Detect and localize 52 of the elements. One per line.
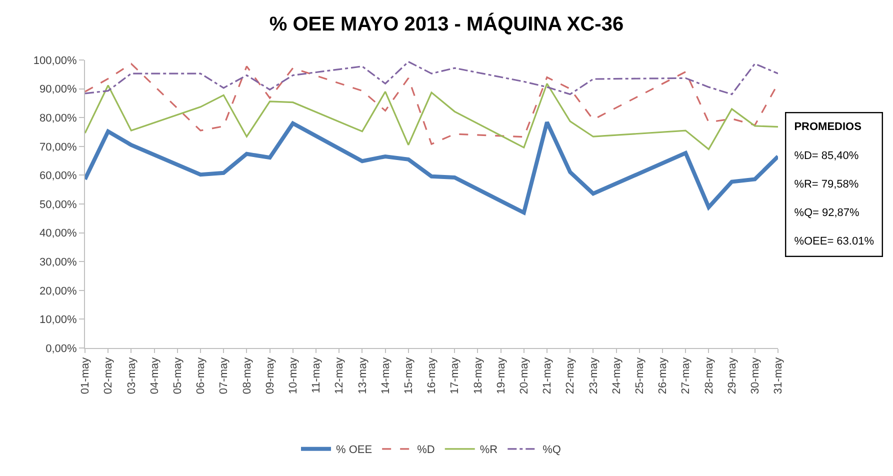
x-tick-label: 15-may <box>402 356 415 394</box>
x-tick-label: 26-may <box>657 356 670 394</box>
y-tick-label: 60,00% <box>39 170 78 182</box>
x-tick-label: 29-may <box>726 356 738 394</box>
x-tick-label: 10-may <box>287 356 300 394</box>
x-tick-label: 23-may <box>588 356 600 394</box>
text: PROMEDIOS <box>794 121 862 134</box>
y-tick-label: 50,00% <box>39 198 78 211</box>
x-tick-label: 25-may <box>634 356 646 394</box>
y-tick-label: 10,00% <box>39 314 78 326</box>
y-tick-label: 20,00% <box>39 285 78 298</box>
legend-label: %R <box>480 444 498 456</box>
x-tick-label: 13-may <box>356 356 369 394</box>
x-tick-label: 17-may <box>449 356 462 394</box>
x-tick-label: 07-may <box>218 356 230 394</box>
x-tick-label: 02-may <box>102 356 115 394</box>
x-tick-label: 28-may <box>703 356 716 394</box>
x-tick-label: 31-may <box>772 356 785 394</box>
x-tick-label: 04-may <box>148 356 161 394</box>
x-tick-label: 14-may <box>380 356 392 394</box>
y-tick-label: 30,00% <box>39 256 78 268</box>
x-tick-label: 01-may <box>80 356 92 394</box>
x-tick-label: 16-may <box>426 356 438 394</box>
x-tick-label: 30-may <box>749 356 762 394</box>
x-tick-label: 20-may <box>518 356 530 394</box>
legend-label: %D <box>417 444 435 456</box>
x-tick-label: 11-may <box>310 356 323 394</box>
x-tick-label: 24-may <box>610 356 623 394</box>
x-tick-label: 05-may <box>172 356 184 394</box>
y-tick-label: 0,00% <box>46 342 78 355</box>
y-tick-label: 70,00% <box>39 141 78 154</box>
text: %Q= 92,87% <box>794 207 860 219</box>
x-tick-label: 19-may <box>495 356 508 394</box>
x-tick-label: 09-may <box>264 356 276 394</box>
text: %D= 85,40% <box>794 150 859 162</box>
text: %R= 79,58% <box>794 178 859 190</box>
x-tick-label: 22-may <box>564 356 577 394</box>
x-tick-label: 18-may <box>472 356 484 394</box>
legend-label: % OEE <box>336 444 372 456</box>
x-tick-label: 06-may <box>195 356 208 394</box>
y-tick-label: 90,00% <box>39 84 78 96</box>
x-tick-label: 21-may <box>542 356 554 394</box>
text: %OEE= 63.01% <box>794 236 874 248</box>
y-tick-label: 40,00% <box>39 228 78 240</box>
chart-title: % OEE MAYO 2013 - MÁQUINA XC-36 <box>269 12 624 36</box>
y-tick-label: 80,00% <box>39 112 78 124</box>
y-tick-label: 100,00% <box>33 54 78 67</box>
x-tick-label: 12-may <box>334 356 346 394</box>
x-tick-label: 27-may <box>680 356 692 394</box>
x-tick-label: 08-may <box>241 356 254 394</box>
legend-label: %Q <box>542 444 562 456</box>
x-tick-label: 03-may <box>126 356 138 394</box>
